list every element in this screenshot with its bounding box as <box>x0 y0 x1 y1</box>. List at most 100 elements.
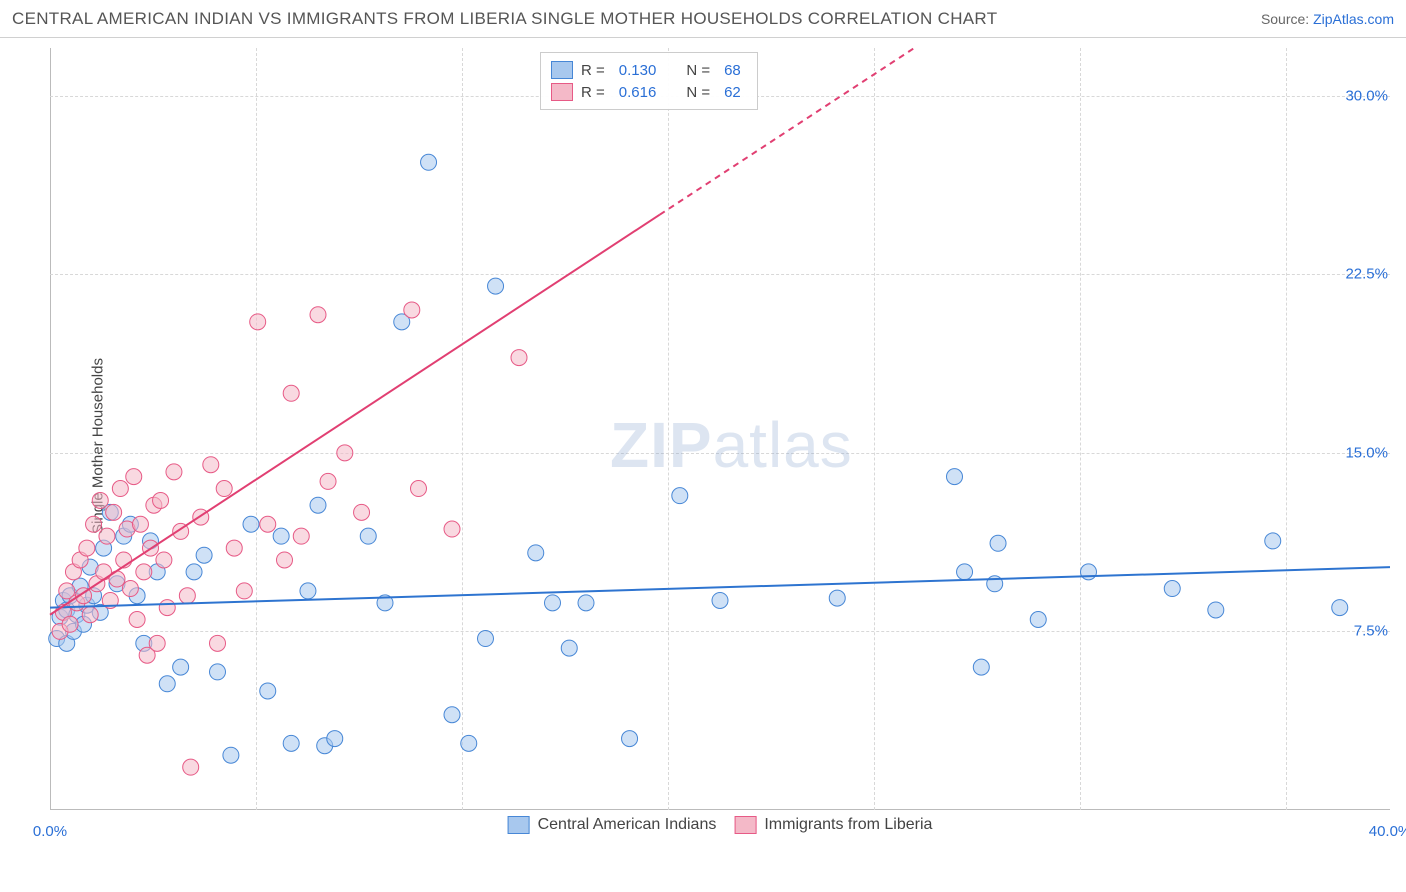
legend-stats: R =0.130N =68R =0.616N =62 <box>540 52 758 110</box>
scatter-point <box>132 516 148 532</box>
scatter-point <box>622 731 638 747</box>
scatter-point <box>159 600 175 616</box>
scatter-point <box>149 635 165 651</box>
scatter-point <box>545 595 561 611</box>
scatter-point <box>411 481 427 497</box>
scatter-point <box>159 676 175 692</box>
scatter-point <box>210 664 226 680</box>
source-link[interactable]: ZipAtlas.com <box>1313 11 1394 27</box>
scatter-point <box>183 759 199 775</box>
x-tick-label: 40.0% <box>1369 823 1406 840</box>
scatter-point <box>320 473 336 489</box>
scatter-point <box>561 640 577 656</box>
y-tick-label: 30.0% <box>1345 87 1388 104</box>
source-label: Source: <box>1261 11 1309 27</box>
scatter-point <box>404 302 420 318</box>
scatter-point <box>203 457 219 473</box>
scatter-point <box>86 516 102 532</box>
scatter-point <box>216 481 232 497</box>
scatter-point <box>1265 533 1281 549</box>
chart-title: CENTRAL AMERICAN INDIAN VS IMMIGRANTS FR… <box>12 9 997 29</box>
scatter-point <box>327 731 343 747</box>
scatter-point <box>99 528 115 544</box>
scatter-point <box>578 595 594 611</box>
y-tick-label: 22.5% <box>1345 266 1388 283</box>
scatter-point <box>250 314 266 330</box>
scatter-point <box>156 552 172 568</box>
scatter-point <box>293 528 309 544</box>
scatter-point <box>947 469 963 485</box>
scatter-point <box>92 492 108 508</box>
scatter-point <box>461 735 477 751</box>
scatter-point <box>186 564 202 580</box>
legend-series: Central American Indians Immigrants from … <box>508 816 933 834</box>
source-attribution: Source: ZipAtlas.com <box>1261 11 1394 27</box>
scatter-point <box>488 278 504 294</box>
legend-swatch <box>551 83 573 101</box>
scatter-point <box>126 469 142 485</box>
legend-n-label: N = <box>686 62 710 79</box>
scatter-point <box>136 564 152 580</box>
scatter-point <box>528 545 544 561</box>
legend-item: Central American Indians <box>508 816 717 834</box>
scatter-point <box>283 385 299 401</box>
scatter-point <box>122 581 138 597</box>
scatter-point <box>1164 581 1180 597</box>
scatter-point <box>283 735 299 751</box>
legend-swatch <box>551 61 573 79</box>
scatter-point <box>360 528 376 544</box>
trend-line <box>50 215 660 615</box>
scatter-point <box>310 307 326 323</box>
scatter-point <box>444 521 460 537</box>
legend-stat-row: R =0.616N =62 <box>551 81 747 103</box>
y-tick-label: 7.5% <box>1354 623 1388 640</box>
scatter-point <box>166 464 182 480</box>
legend-n-value: 62 <box>718 84 747 101</box>
scatter-point <box>153 492 169 508</box>
legend-n-value: 68 <box>718 62 747 79</box>
legend-swatch <box>734 816 756 834</box>
scatter-point <box>1081 564 1097 580</box>
scatter-point <box>277 552 293 568</box>
scatter-point <box>478 631 494 647</box>
scatter-point <box>260 516 276 532</box>
scatter-point <box>79 540 95 556</box>
scatter-point <box>829 590 845 606</box>
scatter-point <box>310 497 326 513</box>
scatter-point <box>223 747 239 763</box>
scatter-point <box>260 683 276 699</box>
scatter-point <box>1030 612 1046 628</box>
scatter-point <box>300 583 316 599</box>
scatter-point <box>672 488 688 504</box>
scatter-point <box>196 547 212 563</box>
scatter-point <box>1332 600 1348 616</box>
legend-stat-row: R =0.130N =68 <box>551 59 747 81</box>
scatter-point <box>712 592 728 608</box>
scatter-point <box>273 528 289 544</box>
legend-r-label: R = <box>581 62 605 79</box>
scatter-point <box>129 612 145 628</box>
scatter-svg <box>50 48 1390 838</box>
scatter-point <box>210 635 226 651</box>
scatter-point <box>236 583 252 599</box>
plot-area: ZIPatlas R =0.130N =68R =0.616N =62 Cent… <box>50 48 1390 838</box>
scatter-point <box>990 535 1006 551</box>
scatter-point <box>62 616 78 632</box>
y-tick-label: 15.0% <box>1345 444 1388 461</box>
scatter-point <box>1208 602 1224 618</box>
legend-label: Immigrants from Liberia <box>764 816 932 834</box>
scatter-point <box>957 564 973 580</box>
scatter-point <box>243 516 259 532</box>
scatter-point <box>421 154 437 170</box>
x-tick-label: 0.0% <box>33 823 67 840</box>
scatter-point <box>973 659 989 675</box>
scatter-point <box>354 504 370 520</box>
legend-n-label: N = <box>686 84 710 101</box>
legend-r-label: R = <box>581 84 605 101</box>
scatter-point <box>106 504 122 520</box>
scatter-point <box>112 481 128 497</box>
scatter-point <box>226 540 242 556</box>
chart-container: CENTRAL AMERICAN INDIAN VS IMMIGRANTS FR… <box>0 0 1406 892</box>
scatter-point <box>511 350 527 366</box>
scatter-point <box>173 659 189 675</box>
